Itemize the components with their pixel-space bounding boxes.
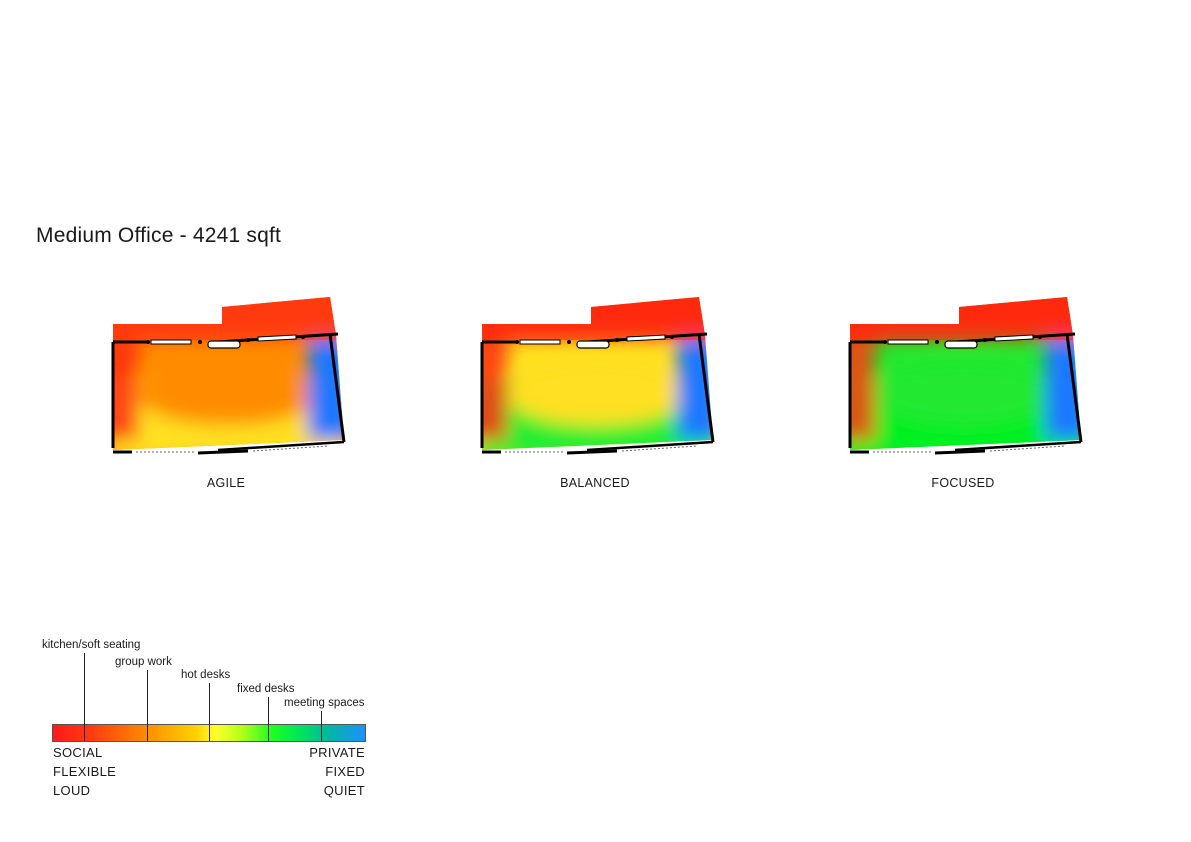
legend-left-term: LOUD xyxy=(53,783,91,798)
legend: kitchen/soft seating group work hot desks f… xyxy=(40,630,385,810)
page-title: Medium Office - 4241 sqft xyxy=(36,224,282,247)
legend-category-label: fixed desks xyxy=(237,683,295,695)
legend-tick xyxy=(209,683,210,741)
floor-plan-label: BALANCED xyxy=(560,476,630,490)
legend-tick xyxy=(147,670,148,741)
legend-right-term: QUIET xyxy=(323,783,365,798)
legend-category-label: meeting spaces xyxy=(284,697,365,709)
legend-category-label: hot desks xyxy=(181,669,231,681)
floor-plan-balanced xyxy=(477,290,717,460)
legend-right-terms: PRIVATE FIXED QUIET xyxy=(309,743,365,800)
legend-tick xyxy=(321,711,322,741)
legend-category-label: kitchen/soft seating xyxy=(42,639,141,651)
floor-plan-focused xyxy=(845,290,1085,460)
legend-left-term: SOCIAL xyxy=(53,745,103,760)
legend-left-terms: SOCIAL FLEXIBLE LOUD xyxy=(53,743,116,800)
legend-right-term: PRIVATE xyxy=(309,745,365,760)
legend-left-term: FLEXIBLE xyxy=(53,764,117,779)
floor-plan-agile xyxy=(108,290,348,460)
legend-tick xyxy=(268,697,269,741)
legend-tick xyxy=(84,653,85,741)
legend-category-label: group work xyxy=(115,656,172,668)
floor-plan-label: FOCUSED xyxy=(931,476,995,490)
legend-right-term: FIXED xyxy=(325,764,365,779)
floor-plan-label: AGILE xyxy=(206,476,246,490)
